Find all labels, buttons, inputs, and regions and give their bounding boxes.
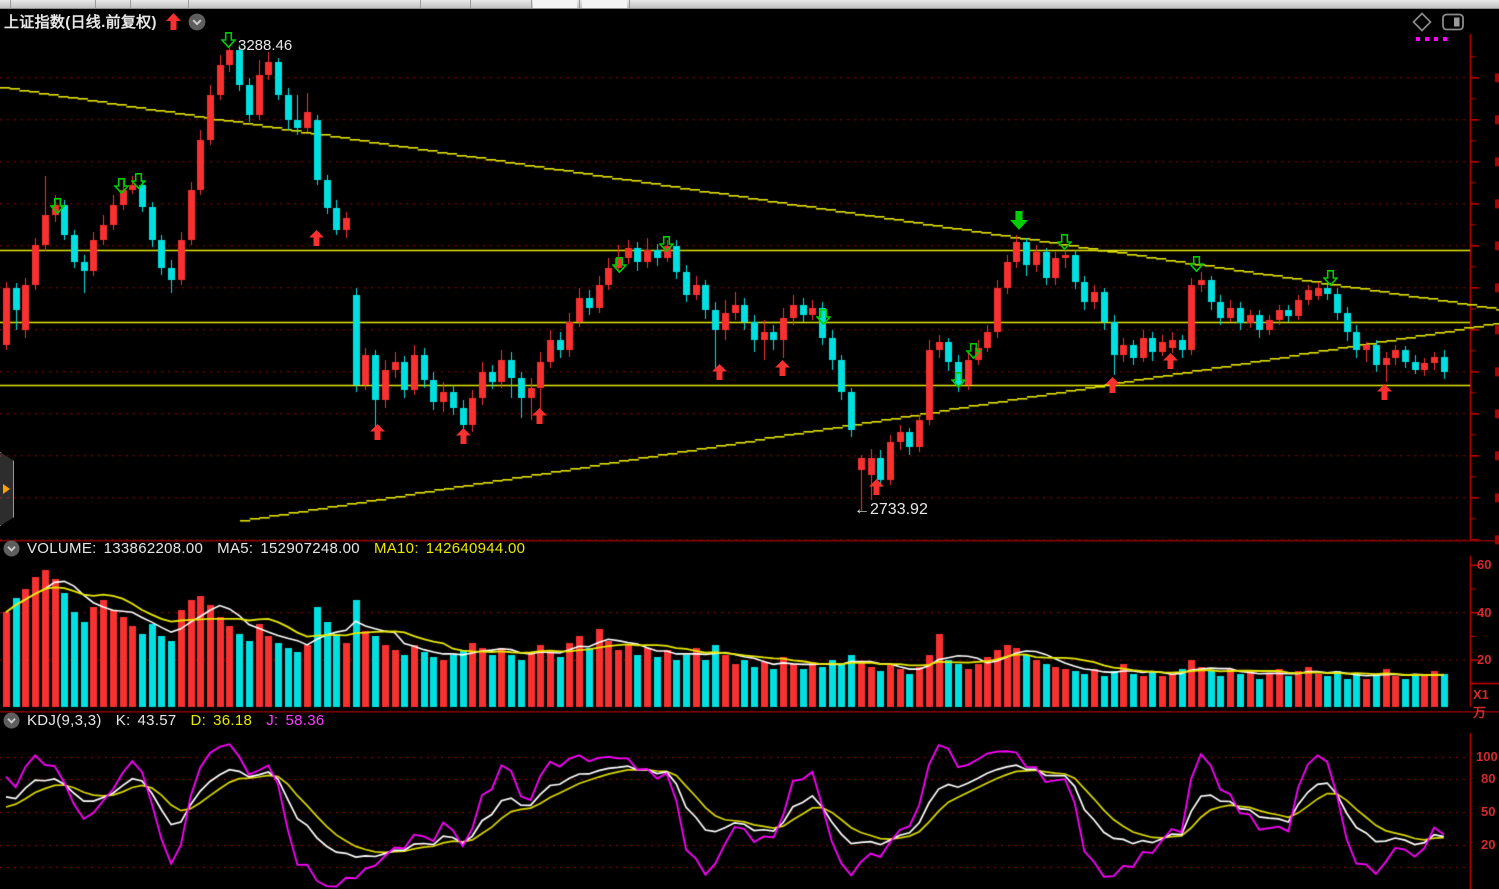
toolbar-separator [188,0,189,8]
buy-signal-arrow [1105,377,1120,393]
low-price-annotation: ←2733.92 [854,501,928,518]
volume-axis-label: 40 [1477,605,1492,620]
sell-signal-arrow [950,372,967,389]
buy-signal-arrow [532,408,547,424]
sell-signal-arrow [49,198,66,215]
sell-signal-arrow [965,343,982,360]
diamond-icon[interactable] [1410,10,1434,39]
collapse-chevron-icon[interactable] [3,540,20,557]
collapse-chevron-icon[interactable] [188,13,206,31]
sell-signal-arrow [815,309,832,326]
toolbar-separator [10,0,11,8]
buy-signal-arrow [712,364,727,380]
trend-up-arrow-icon [165,13,181,30]
buy-signal-arrow [456,428,471,444]
ma10-value: 142640944.00 [425,540,526,557]
kdj-axis-label: 20 [1481,837,1496,852]
toolbar-strip [0,0,1499,9]
volume-panel-header: VOLUME: 133862208.00 MA5: 152907248.00 M… [3,540,525,557]
expand-triangle-icon [3,484,10,494]
toolbar-separator [95,0,96,8]
magenta-indicator-dots [1416,37,1447,41]
k-label: K: [115,712,131,729]
j-value: 58.36 [285,712,325,729]
buy-signal-arrow [775,360,790,376]
big-sell-signal-arrow [1010,211,1028,230]
sell-signal-arrow [658,236,675,253]
volume-axis-label: 60 [1477,557,1492,572]
sell-signal-arrow [1056,234,1073,251]
ma5-value: 152907248.00 [260,540,360,557]
buy-signal-arrow [1163,353,1178,369]
sell-signal-arrow [220,32,237,49]
kdj-axis-label: 80 [1481,771,1496,786]
d-value: 36.18 [213,712,253,729]
volume-axis-label: 20 [1477,652,1492,667]
main-chart-header: 上证指数(日线.前复权) [4,11,213,32]
sidebar-expander-handle[interactable] [0,452,14,526]
toolbar-separator [579,0,580,8]
collapse-chevron-icon[interactable] [3,712,20,729]
d-label: D: [190,712,207,729]
peak-price-annotation: 3288.46 [238,37,293,54]
buy-signal-arrow [1377,384,1392,400]
ma10-label: MA10: [373,540,419,557]
kdj-axis-label: 50 [1481,804,1496,819]
sell-signal-arrow [611,257,628,274]
j-label: J: [266,712,279,729]
toolbar-button[interactable] [582,0,627,8]
sell-signal-arrow [130,173,147,190]
toolbar-separator [629,0,630,8]
ma5-label: MA5: [217,540,254,557]
kdj-panel-header: KDJ(9,3,3) K: 43.57 D: 36.18 J: 58.36 [3,712,325,729]
buy-signal-arrow [869,479,884,495]
kdj-axis-label: 100 [1476,749,1498,764]
sell-signal-arrow [1322,270,1339,287]
buy-signal-arrow [309,230,324,246]
toolbar-separator [130,0,131,8]
kdj-label: KDJ(9,3,3) [27,712,102,729]
toolbar-separator [470,0,471,8]
toolbar-separator [420,0,421,8]
toolbar-separator [531,0,532,8]
buy-signal-arrow [370,424,385,440]
instrument-title: 上证指数(日线.前复权) [4,14,157,31]
toolbar-button[interactable] [533,0,577,8]
volume-label: VOLUME: [27,540,97,557]
sell-signal-arrow [1188,256,1205,273]
sell-signal-arrow [113,178,130,195]
volume-unit-label: X1万 [1473,687,1489,720]
k-value: 43.57 [137,712,177,729]
panel-layout-icon[interactable] [1442,13,1464,36]
volume-value: 133862208.00 [103,540,204,557]
